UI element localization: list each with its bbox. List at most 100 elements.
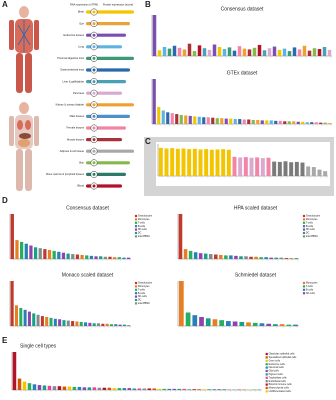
x-tick (293, 123, 296, 127)
legend-label: B-cells (138, 292, 146, 295)
x-tick (245, 175, 249, 179)
x-tick (203, 123, 206, 127)
tissue-label: Bone marrow & lymphoid tissues (46, 172, 84, 176)
bar (305, 122, 309, 124)
x-tick (109, 258, 113, 262)
x-tick (211, 175, 215, 179)
x-tick (12, 258, 15, 262)
legend-swatch (134, 292, 138, 295)
x-tick (288, 325, 292, 329)
x-tick (248, 123, 251, 127)
x-tick (325, 123, 328, 127)
bar (199, 317, 204, 326)
bar (92, 387, 97, 390)
chart-title: Monaco scaled dataset (62, 272, 114, 278)
x-tick (279, 175, 283, 179)
chart-title: Single cell types (20, 343, 57, 349)
x-tick (81, 325, 84, 329)
bar (249, 157, 254, 176)
x-tick (248, 325, 251, 329)
bar (71, 254, 75, 259)
bar (147, 388, 152, 390)
x-tick (209, 55, 212, 59)
chart-title: Schmiedel dataset (235, 272, 277, 278)
bar (212, 389, 216, 390)
bar (287, 51, 292, 56)
bar (239, 321, 245, 326)
x-tick (94, 389, 97, 393)
x-tick (129, 389, 132, 393)
x-tick (119, 325, 123, 329)
x-tick (257, 175, 260, 179)
bar (80, 254, 84, 259)
bar (219, 254, 223, 259)
bar (164, 148, 169, 176)
bar (297, 49, 302, 56)
x-tick (24, 389, 27, 393)
bar (43, 249, 47, 259)
x-tick (86, 258, 89, 262)
bar (197, 45, 202, 56)
x-tick (194, 389, 197, 393)
x-tick (99, 389, 102, 393)
bar (257, 44, 262, 56)
bar (126, 257, 131, 259)
x-tick (189, 389, 192, 393)
bar (185, 312, 191, 326)
x-tick (200, 258, 203, 262)
x-tick (253, 123, 256, 127)
bar (260, 120, 264, 124)
legend-label: DC (138, 232, 142, 235)
legend-swatch (265, 363, 268, 366)
bar (87, 387, 92, 390)
bar (118, 324, 122, 326)
legend-label: Granulocytes (138, 215, 153, 218)
bar (122, 257, 126, 259)
legend-label: Granulocytes (138, 282, 153, 285)
x-tick (179, 389, 182, 393)
bar (97, 387, 102, 390)
bar (205, 318, 211, 326)
bar (82, 387, 87, 390)
x-tick (208, 325, 211, 329)
x-tick (204, 389, 207, 393)
legend-swatch (134, 214, 138, 218)
legend-swatch (134, 288, 138, 291)
bar (108, 256, 112, 259)
x-tick (229, 55, 232, 59)
x-tick (59, 325, 62, 329)
legend-label: T-cells (306, 285, 314, 288)
x-tick (266, 258, 269, 262)
x-tick (183, 175, 186, 179)
panel-letter: B (145, 0, 151, 9)
bar (269, 120, 273, 124)
bar (237, 46, 242, 56)
x-tick (228, 325, 231, 329)
x-tick (302, 123, 305, 127)
bar (296, 121, 300, 124)
x-tick (102, 325, 106, 329)
x-tick (79, 389, 82, 393)
x-tick (304, 55, 307, 59)
x-tick (181, 325, 184, 329)
bar (192, 389, 196, 390)
legend-swatch (134, 231, 138, 235)
x-tick (184, 55, 187, 59)
bar (88, 322, 92, 326)
bar (226, 149, 231, 176)
x-tick (229, 389, 232, 393)
panel-letter: D (2, 196, 8, 205)
bar (197, 116, 201, 124)
x-tick (225, 258, 229, 262)
bar (182, 49, 187, 56)
legend-swatch (302, 225, 306, 228)
x-tick (324, 55, 327, 59)
x-tick (279, 55, 282, 59)
bar (188, 250, 193, 259)
x-tick (144, 389, 147, 393)
x-tick (205, 258, 208, 262)
bar (278, 120, 282, 124)
bar (122, 388, 127, 390)
x-tick (261, 325, 265, 329)
x-tick (254, 389, 257, 393)
